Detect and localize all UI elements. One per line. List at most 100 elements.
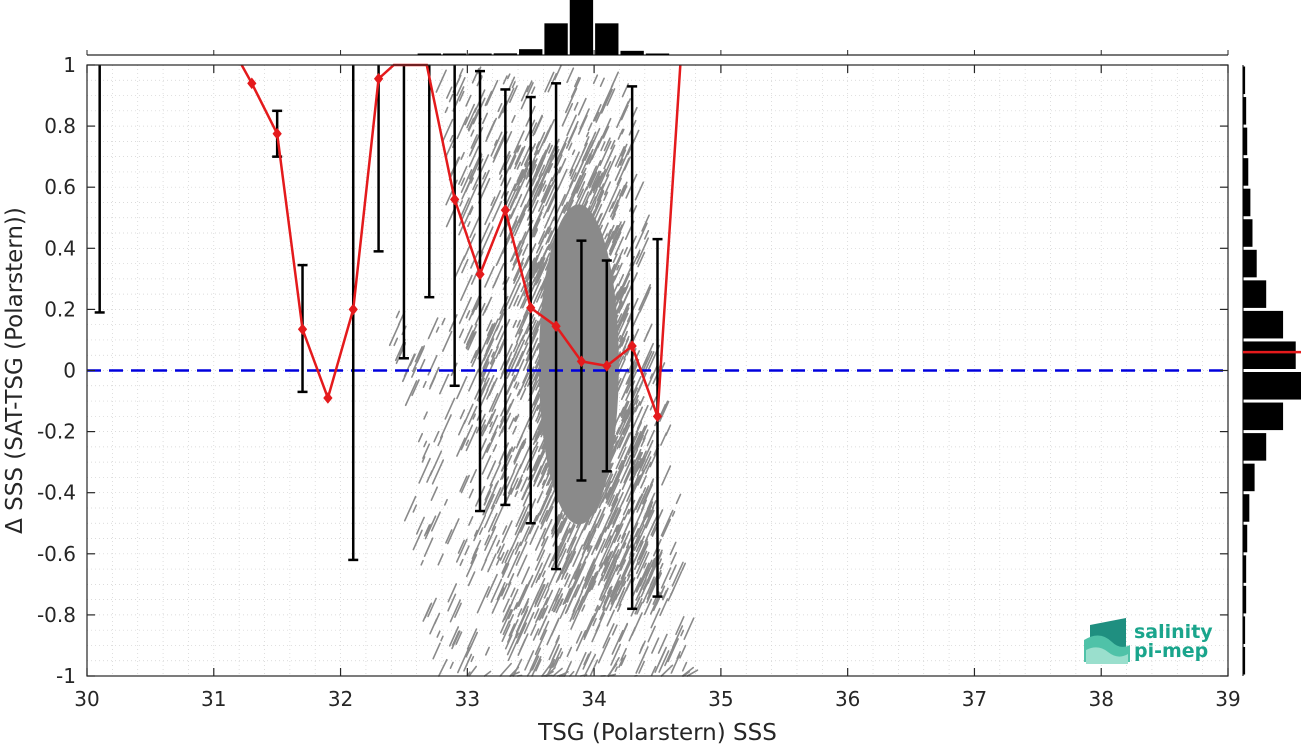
scatter-point: [521, 441, 527, 450]
scatter-point: [490, 578, 503, 603]
scatter-point: [485, 325, 499, 353]
scatter-point: [633, 524, 647, 551]
scatter-point: [649, 373, 654, 379]
scatter-dense-core: [538, 204, 619, 525]
scatter-point: [468, 368, 480, 392]
scatter-point: [613, 248, 624, 270]
y-tick-label: 0.8: [44, 114, 76, 138]
scatter-point: [496, 545, 502, 554]
scatter-point: [573, 76, 580, 88]
scatter-point: [411, 367, 417, 378]
scatter-point: [419, 358, 426, 371]
scatter-point: [459, 200, 464, 207]
y-tick-label: 0: [63, 359, 76, 383]
scatter-point: [621, 469, 632, 490]
scatter-point: [524, 650, 535, 671]
right-histogram-bar: [1243, 219, 1253, 247]
scatter-point: [600, 141, 606, 152]
scatter-point: [449, 134, 454, 142]
scatter-point: [520, 476, 528, 492]
scatter-point: [682, 670, 691, 677]
scatter-point: [490, 196, 496, 206]
scatter-point: [654, 646, 668, 673]
scatter-point: [594, 111, 600, 122]
scatter-point: [631, 465, 640, 481]
scatter-point: [561, 550, 573, 575]
right-histogram-bar: [1243, 372, 1301, 400]
scatter-point: [599, 77, 605, 88]
scatter-point: [429, 465, 436, 477]
scatter-point: [484, 493, 495, 516]
scatter-point: [569, 522, 575, 534]
scatter-point: [637, 251, 646, 268]
scatter-point: [512, 658, 523, 677]
scatter-point: [635, 399, 639, 405]
scatter-point: [458, 328, 465, 339]
scatter-point: [592, 103, 602, 122]
scatter-point: [530, 254, 539, 271]
scatter-point: [564, 87, 578, 114]
scatter-point: [603, 181, 612, 196]
scatter-point: [649, 576, 655, 587]
scatter-point: [624, 454, 632, 467]
scatter-point: [651, 526, 658, 537]
scatter-point: [517, 372, 530, 396]
scatter-point: [574, 568, 581, 580]
scatter-point: [437, 658, 448, 677]
scatter-point: [620, 287, 632, 310]
scatter-point: [623, 508, 630, 521]
scatter-point: [586, 545, 591, 552]
scatter-point: [530, 328, 538, 341]
x-tick-label: 31: [201, 687, 226, 711]
scatter-point: [422, 380, 427, 388]
scatter-point: [511, 257, 519, 271]
top-histogram-bar: [595, 23, 619, 55]
scatter-point: [501, 351, 513, 375]
x-tick-label: 35: [708, 687, 733, 711]
scatter-point: [575, 159, 585, 179]
scatter-point: [485, 79, 499, 106]
scatter-point: [565, 536, 577, 560]
scatter-point: [604, 233, 608, 240]
scatter-cloud: [388, 65, 699, 677]
scatter-point: [566, 588, 574, 603]
scatter-point: [418, 457, 431, 484]
scatter-point: [614, 666, 618, 672]
scatter-point: [538, 230, 546, 245]
scatter-point: [548, 637, 560, 661]
scatter-point: [592, 135, 603, 157]
scatter-point: [575, 630, 587, 652]
scatter-point: [512, 342, 519, 353]
scatter-point: [571, 149, 576, 156]
scatter-point: [577, 555, 588, 577]
scatter-point: [442, 118, 454, 142]
scatter-point: [638, 284, 652, 311]
scatter-point: [531, 320, 539, 336]
scatter-point: [489, 421, 493, 428]
scatter-point: [608, 512, 615, 525]
scatter-point: [661, 518, 672, 538]
scatter-point: [549, 138, 560, 161]
scatter-point: [461, 258, 469, 274]
scatter-point: [602, 125, 610, 139]
scatter-point: [424, 515, 437, 540]
scatter-point: [420, 559, 424, 566]
scatter-point: [616, 312, 629, 338]
scatter-point: [635, 577, 647, 601]
scatter-point: [544, 71, 555, 93]
scatter-point: [645, 461, 652, 475]
scatter-point: [540, 462, 548, 475]
scatter-point: [458, 90, 465, 102]
scatter-point: [600, 550, 614, 576]
scatter-point: [465, 331, 475, 350]
scatter-point: [501, 447, 514, 472]
scatter-point: [686, 669, 699, 677]
scatter-point: [499, 608, 512, 634]
scatter-point: [619, 321, 630, 340]
scatter-point: [538, 184, 552, 212]
scatter-point: [512, 425, 518, 435]
scatter-point: [546, 617, 560, 646]
scatter-point: [647, 572, 654, 584]
scatter-point: [640, 424, 648, 438]
scatter-point: [621, 128, 625, 135]
